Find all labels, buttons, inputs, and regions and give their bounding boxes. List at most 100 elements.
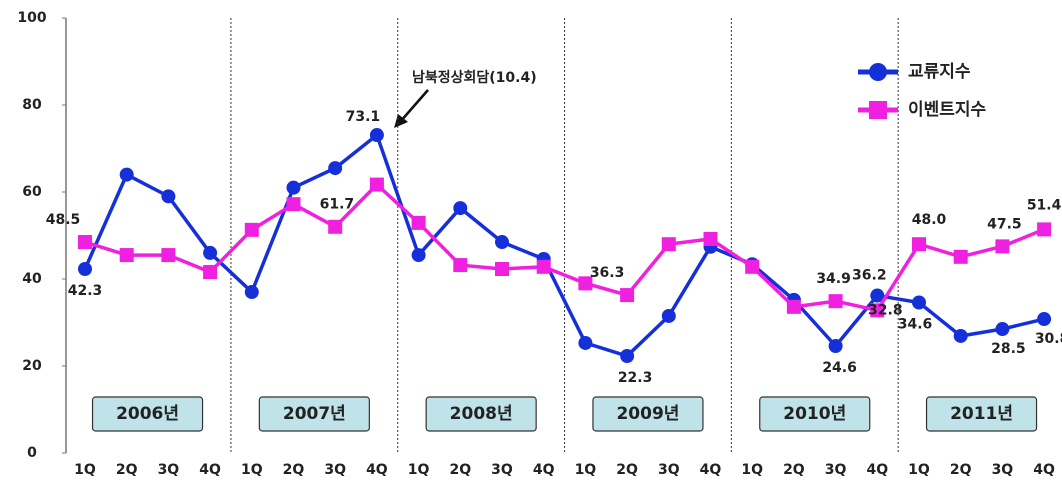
value-label: 24.6	[822, 360, 857, 376]
point	[1037, 222, 1052, 237]
annotation: 남북정상회담(10.4)	[412, 69, 537, 86]
legend-marker	[869, 101, 887, 119]
point	[161, 248, 176, 263]
point	[495, 261, 509, 276]
y-tick-label: 80	[22, 97, 42, 113]
point	[953, 249, 968, 264]
x-tick-label: 2Q	[449, 462, 471, 478]
x-tick-label: 1Q	[908, 462, 930, 478]
x-tick-label: 2Q	[283, 462, 305, 478]
x-tick-label: 2Q	[616, 462, 638, 478]
year-box	[925, 396, 1038, 432]
year-box	[425, 396, 537, 432]
point	[78, 235, 92, 250]
x-tick-label: 1Q	[741, 462, 763, 478]
x-tick-label: 4Q	[866, 462, 888, 478]
legend-label: 교류지수	[908, 62, 971, 82]
value-label: 47.5	[987, 216, 1022, 232]
x-tick-label: 3Q	[658, 462, 680, 478]
point	[620, 348, 635, 363]
x-tick-label: 1Q	[74, 462, 96, 478]
year-box	[759, 396, 871, 432]
year-box	[91, 396, 204, 432]
x-tick-label: 2Q	[950, 462, 972, 478]
point	[411, 215, 426, 230]
point	[369, 128, 384, 143]
point	[995, 322, 1010, 337]
point	[578, 335, 593, 350]
x-tick-label: 4Q	[700, 462, 722, 478]
x-tick-label: 3Q	[324, 462, 346, 478]
x-tick-label: 1Q	[575, 462, 597, 478]
point	[953, 328, 968, 343]
annotation-arrow	[399, 89, 429, 123]
x-tick-label: 3Q	[491, 462, 513, 478]
legend-marker	[869, 63, 887, 81]
value-label: 36.3	[590, 265, 625, 281]
point	[203, 265, 218, 280]
point	[578, 276, 593, 291]
legend-label: 이벤트지수	[908, 100, 987, 120]
point	[78, 261, 92, 276]
point	[328, 161, 343, 176]
point	[661, 237, 676, 252]
x-tick-label: 1Q	[241, 462, 263, 478]
value-label: 42.3	[68, 283, 103, 299]
value-label: 34.6	[898, 316, 933, 332]
point	[828, 294, 843, 309]
point	[1037, 312, 1052, 327]
year-box	[592, 396, 704, 432]
annotation-arrowhead	[394, 114, 408, 128]
point	[244, 222, 259, 237]
point	[495, 235, 509, 250]
point	[995, 239, 1010, 254]
y-tick-label: 0	[27, 445, 37, 461]
value-label: 61.7	[320, 197, 355, 213]
point	[703, 231, 718, 246]
point	[411, 248, 426, 263]
value-label: 36.2	[852, 268, 887, 284]
point	[786, 299, 801, 314]
x-tick-label: 4Q	[366, 462, 388, 478]
point	[369, 177, 384, 192]
point	[828, 338, 843, 353]
value-label: 22.3	[618, 370, 653, 386]
point	[328, 219, 343, 234]
point	[161, 189, 176, 204]
point	[119, 167, 134, 182]
x-tick-label: 3Q	[992, 462, 1014, 478]
value-label: 51.4	[1027, 197, 1062, 213]
point	[661, 308, 676, 323]
point	[870, 303, 885, 318]
y-tick-label: 60	[22, 184, 42, 200]
x-tick-label: 2Q	[783, 462, 805, 478]
value-label: 48.0	[912, 212, 947, 228]
y-tick-label: 40	[22, 271, 42, 287]
point	[620, 288, 635, 303]
point	[203, 245, 218, 260]
y-tick-label: 20	[22, 358, 42, 374]
value-label: 28.5	[991, 341, 1026, 357]
point	[912, 295, 926, 310]
point	[244, 285, 259, 300]
year-label: 2010년	[783, 404, 846, 424]
year-label: 2007년	[283, 404, 346, 424]
year-label: 2011년	[950, 404, 1013, 424]
x-tick-label: 3Q	[158, 462, 180, 478]
point	[119, 248, 134, 263]
x-tick-label: 4Q	[533, 462, 555, 478]
point	[286, 180, 301, 195]
value-label: 32.8	[868, 302, 903, 318]
y-tick-label: 100	[17, 10, 46, 26]
year-label: 2009년	[616, 404, 679, 424]
value-label: 30.8	[1035, 331, 1062, 347]
series-line	[84, 182, 1045, 313]
point	[745, 259, 760, 274]
point	[286, 197, 301, 212]
point	[453, 258, 468, 273]
year-box	[258, 396, 370, 432]
x-tick-label: 1Q	[408, 462, 430, 478]
value-label: 34.9	[816, 271, 851, 287]
x-tick-label: 2Q	[116, 462, 138, 478]
